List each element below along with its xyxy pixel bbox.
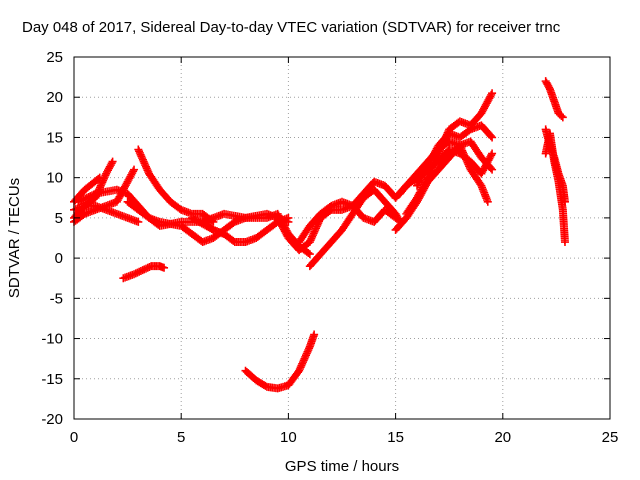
data-point <box>129 167 138 176</box>
y-tick-label: -10 <box>41 331 63 348</box>
y-tick-label: 15 <box>46 129 63 146</box>
y-tick-label: 5 <box>55 210 63 227</box>
data-point <box>134 217 143 226</box>
data-marks <box>70 77 569 393</box>
axis-ticks: 0 5 10 15 20 25 -20 -15 -10 -5 0 5 10 15 20 25 <box>41 49 618 446</box>
data-point <box>487 151 496 160</box>
data-point <box>486 164 495 173</box>
y-tick-label: 20 <box>46 89 63 106</box>
data-point <box>488 89 497 98</box>
data-point <box>310 330 319 339</box>
data-point <box>89 190 98 199</box>
data-point <box>160 263 169 272</box>
series-arc-18 <box>413 121 497 190</box>
data-point <box>488 133 497 142</box>
series-arc-6 <box>134 145 218 226</box>
y-tick-label: -15 <box>41 371 63 388</box>
x-tick-label: 20 <box>494 429 511 446</box>
data-point <box>304 248 313 257</box>
series-arc-19 <box>541 77 567 122</box>
data-point <box>305 250 314 259</box>
data-point <box>486 132 495 141</box>
x-tick-label: 0 <box>70 429 78 446</box>
data-point <box>488 149 497 158</box>
y-tick-label: 0 <box>55 250 63 267</box>
x-tick-label: 5 <box>177 429 185 446</box>
grid <box>74 57 610 419</box>
data-point <box>488 165 497 174</box>
y-tick-label: -5 <box>50 290 63 307</box>
data-point <box>130 165 139 174</box>
data-point <box>94 174 103 183</box>
series-arc-13 <box>305 185 404 271</box>
series-arc-4 <box>70 201 143 226</box>
x-tick-label: 15 <box>387 429 404 446</box>
y-tick-label: 10 <box>46 170 63 187</box>
data-point <box>108 157 117 166</box>
plot-frame <box>73 56 611 420</box>
y-tick-label: -20 <box>41 411 63 428</box>
data-point <box>557 111 566 120</box>
series-arc-21 <box>541 129 569 247</box>
data-point <box>560 238 569 247</box>
data-point <box>483 197 492 206</box>
x-tick-label: 10 <box>280 429 297 446</box>
series-arc-22 <box>119 262 169 283</box>
data-point <box>284 213 293 222</box>
y-axis-label: SDTVAR / TECUs <box>6 178 23 298</box>
data-point <box>487 90 496 99</box>
series-arc-23 <box>241 330 319 393</box>
data-point <box>558 113 567 122</box>
chart-title: Day 048 of 2017, Sidereal Day-to-day VTE… <box>22 19 561 36</box>
data-point <box>95 173 104 182</box>
y-tick-label: 25 <box>46 49 63 66</box>
x-axis-label: GPS time / hours <box>285 458 399 475</box>
x-tick-label: 25 <box>602 429 619 446</box>
data-point <box>107 159 116 168</box>
